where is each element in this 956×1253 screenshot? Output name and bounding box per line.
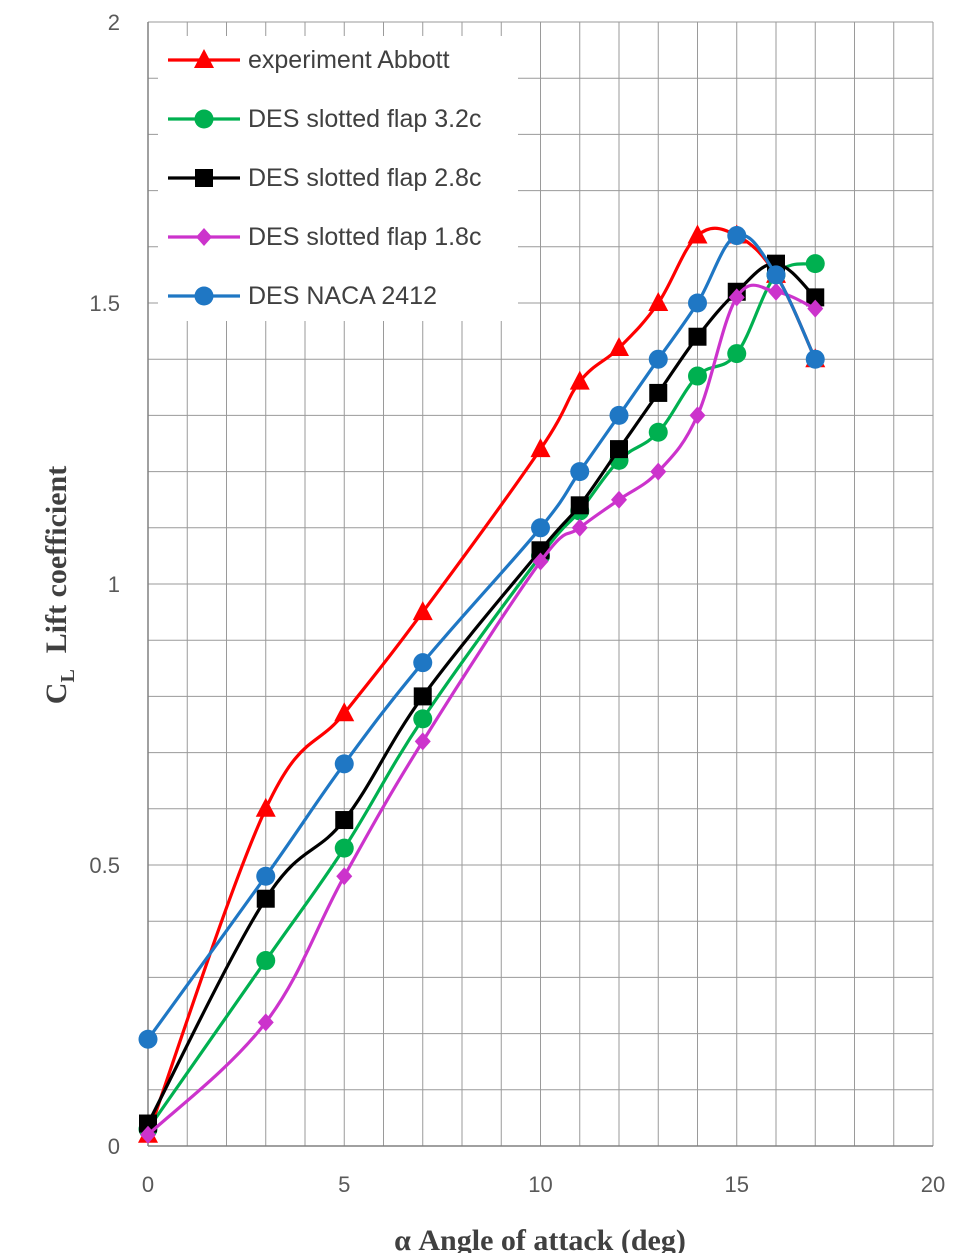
diamond-marker (257, 1013, 274, 1032)
circle-marker (688, 366, 707, 386)
series-line (146, 283, 816, 1136)
legend-label: DES slotted flap 1.8c (248, 223, 481, 251)
square-marker (195, 169, 213, 187)
legend-item: DES slotted flap 3.2c (168, 105, 481, 133)
legend-label: DES NACA 2412 (248, 282, 437, 310)
legend-item: DES slotted flap 2.8c (168, 164, 481, 192)
legend-label: DES slotted flap 3.2c (248, 105, 481, 133)
circle-marker (609, 405, 629, 425)
x-tick-label: 0 (142, 1172, 154, 1197)
x-axis-title: α Angle of attack (deg) (394, 1224, 686, 1253)
series-line (146, 262, 817, 1125)
circle-marker (648, 422, 668, 442)
series-group (138, 224, 826, 1143)
data-series (138, 224, 826, 1144)
x-tick-label: 15 (725, 1172, 749, 1197)
circle-marker (138, 1029, 158, 1049)
circle-marker (727, 344, 747, 364)
diamond-marker (571, 518, 588, 537)
legend-label: experiment Abbott (248, 46, 450, 74)
circle-marker (766, 265, 786, 285)
y-tick-label: 0.5 (89, 853, 120, 878)
y-axis-text: Lift coefficient (40, 466, 73, 653)
y-axis-title: CL Lift coefficient (40, 466, 79, 704)
circle-marker (648, 349, 668, 369)
circle-marker (805, 254, 825, 274)
triangle-marker (569, 370, 590, 390)
triangle-marker (609, 336, 629, 356)
circle-marker (531, 518, 550, 538)
y-tick-label: 1.5 (89, 291, 120, 316)
square-marker (688, 327, 707, 346)
diamond-marker (414, 732, 431, 751)
circle-marker (727, 226, 747, 246)
square-marker (649, 383, 668, 402)
circle-marker (334, 838, 354, 858)
legend-item: experiment Abbott (168, 46, 450, 74)
x-tick-label: 10 (528, 1172, 552, 1197)
circle-marker (570, 462, 590, 482)
square-marker (806, 288, 825, 307)
triangle-marker (412, 601, 433, 621)
circle-marker (256, 951, 276, 971)
plot-axes (147, 22, 933, 1147)
legend-label: DES slotted flap 2.8c (248, 164, 481, 192)
diamond-marker (611, 490, 627, 509)
circle-marker (194, 286, 214, 306)
circle-marker (256, 866, 276, 886)
square-marker (610, 440, 628, 459)
triangle-marker (687, 224, 708, 244)
diamond-marker (196, 228, 212, 246)
square-marker (570, 496, 589, 515)
diamond-marker (336, 867, 353, 886)
diamond-marker (807, 299, 824, 318)
diamond-marker (768, 282, 784, 301)
series-group (140, 282, 824, 1144)
diamond-marker (140, 1125, 156, 1144)
circle-marker (413, 709, 433, 729)
series-group (138, 226, 825, 1049)
diamond-marker (532, 552, 549, 571)
triangle-marker (648, 292, 669, 311)
diamond-marker (689, 406, 706, 425)
y-tick-label: 1 (108, 572, 120, 597)
circle-marker (805, 349, 825, 369)
square-marker (139, 1114, 157, 1133)
triangle-marker (194, 49, 214, 68)
diamond-marker (650, 462, 667, 481)
legend: experiment Abbott DES slotted flap 3.2c DE… (158, 36, 518, 321)
triangle-marker (255, 797, 276, 817)
square-marker (256, 889, 275, 908)
y-axis-subscript: L (57, 669, 79, 682)
tick-labels: 0 5 10 15 20 0 0.5 1 1.5 2 (89, 10, 945, 1197)
circle-marker (413, 653, 433, 673)
y-tick-label: 2 (108, 10, 120, 35)
square-marker (413, 687, 432, 706)
x-tick-label: 20 (921, 1172, 945, 1197)
triangle-marker (334, 702, 355, 722)
y-tick-label: 0 (108, 1134, 120, 1159)
circle-marker (688, 293, 707, 313)
square-marker (335, 811, 354, 830)
diamond-marker (728, 288, 745, 307)
series-group (139, 254, 825, 1133)
circle-marker (194, 109, 214, 129)
y-axis-symbol: C (40, 683, 73, 705)
triangle-marker (530, 438, 551, 458)
legend-item: DES slotted flap 1.8c (168, 223, 481, 251)
x-tick-label: 5 (338, 1172, 350, 1197)
circle-marker (334, 754, 354, 774)
legend-item: DES NACA 2412 (168, 282, 437, 310)
